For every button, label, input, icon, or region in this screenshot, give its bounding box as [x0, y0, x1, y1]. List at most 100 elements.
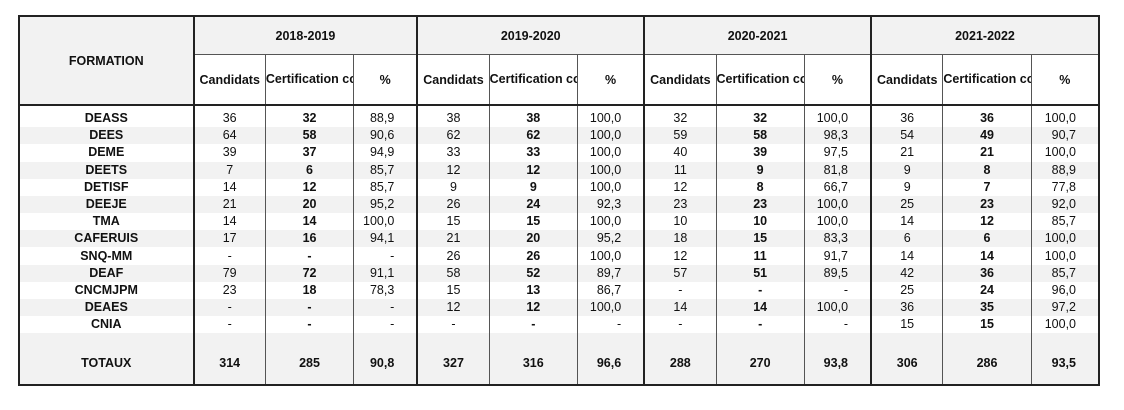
formation-name: DEME — [19, 144, 195, 162]
percent-cell: 100,0 — [577, 110, 646, 128]
table-row: DEAF 79 72 91,1 58 52 89,7 57 51 89,5 42 36 85,7 — [19, 264, 1099, 282]
candidats-cell: - — [417, 316, 490, 334]
candidats-cell: 14 — [193, 213, 266, 231]
percent-cell: 100,0 — [804, 110, 873, 128]
certification-cell: 8 — [942, 161, 1032, 179]
percent-cell: 89,5 — [804, 264, 873, 282]
percent-cell: 100,0 — [577, 178, 646, 196]
percent-cell: 90,6 — [353, 127, 419, 145]
certification-cell: 6 — [942, 230, 1032, 248]
candidats-cell: 39 — [193, 144, 266, 162]
formation-header: FORMATION — [19, 16, 195, 106]
percent-cell: 95,2 — [353, 195, 419, 214]
candidats-cell: 59 — [644, 127, 717, 145]
certification-cell: 12 — [265, 178, 355, 196]
percent-cell: 85,7 — [353, 161, 419, 179]
candidats-cell: 15 — [871, 316, 944, 334]
candidats-cell: 58 — [417, 264, 490, 282]
percent-cell: - — [804, 316, 873, 334]
certification-cell: 6 — [265, 161, 355, 179]
candidats-cell: 14 — [193, 178, 266, 196]
certification-cell: - — [265, 298, 355, 317]
percent-cell: 93,5 — [1031, 342, 1099, 385]
formation-name: SNQ-MM — [19, 247, 195, 265]
table-row: DEAES - - -12 12 100,0 14 14 100,0 36 35 97,2 — [19, 298, 1099, 317]
certification-header: Certification complète — [489, 54, 578, 106]
formation-name: DEASS — [19, 110, 195, 128]
candidats-cell: 21 — [871, 144, 944, 162]
candidats-cell: 36 — [871, 110, 944, 128]
table-row: TMA 14 14 100,0 15 15 100,0 10 10 100,0 14 12 85,7 — [19, 213, 1099, 231]
percent-cell: 97,2 — [1031, 298, 1099, 317]
candidats-cell: 9 — [871, 178, 944, 196]
candidats-cell: 57 — [644, 264, 717, 282]
percent-cell: 92,3 — [577, 195, 646, 214]
candidats-cell: 11 — [644, 161, 717, 179]
certification-cell: - — [489, 316, 578, 334]
certification-cell: 12 — [942, 213, 1032, 231]
percent-cell: - — [353, 316, 419, 334]
percent-cell: 66,7 — [804, 178, 873, 196]
formation-name: DEEJE — [19, 195, 195, 214]
candidats-cell: 62 — [417, 127, 490, 145]
percent-cell: 100,0 — [804, 213, 873, 231]
percent-cell: 98,3 — [804, 127, 873, 145]
totals-row: TOTAUX 314 285 90,8 327 316 96,6 288 270 93,8 306 2… — [19, 342, 1099, 385]
candidats-cell: - — [193, 298, 266, 317]
certification-cell: - — [265, 316, 355, 334]
certification-cell: 20 — [265, 195, 355, 214]
candidats-cell: 64 — [193, 127, 266, 145]
certification-cell: 24 — [489, 195, 578, 214]
formation-name: DEES — [19, 127, 195, 145]
year-header: 2018-2019 — [193, 16, 419, 55]
table-row: DEETS 7 6 85,7 12 12 100,0 11 9 81,8 9 8 88,9 — [19, 161, 1099, 179]
candidats-cell: 12 — [417, 298, 490, 317]
candidats-header: Candidats — [644, 54, 717, 106]
formation-name: TMA — [19, 213, 195, 231]
candidats-header: Candidats — [871, 54, 944, 106]
percent-cell: 85,7 — [1031, 264, 1099, 282]
formation-name: DEAF — [19, 264, 195, 282]
certification-cell: 51 — [716, 264, 805, 282]
certification-cell: 11 — [716, 247, 805, 265]
percent-cell: 95,2 — [577, 230, 646, 248]
certification-cell: 9 — [716, 161, 805, 179]
certification-cell: 13 — [489, 281, 578, 299]
percent-cell: 100,0 — [577, 298, 646, 317]
certification-cell: 7 — [942, 178, 1032, 196]
percent-cell: 89,7 — [577, 264, 646, 282]
certification-cell: 18 — [265, 281, 355, 299]
certification-cell: 52 — [489, 264, 578, 282]
candidats-cell: 9 — [871, 161, 944, 179]
candidats-cell: - — [193, 247, 266, 265]
certification-cell: 15 — [489, 213, 578, 231]
candidats-cell: 21 — [417, 230, 490, 248]
percent-cell: - — [353, 247, 419, 265]
certification-cell: 14 — [942, 247, 1032, 265]
candidats-cell: 18 — [644, 230, 717, 248]
percent-cell: 100,0 — [1044, 317, 1076, 332]
candidats-cell: 314 — [193, 342, 266, 385]
certification-cell: 32 — [265, 110, 355, 128]
certification-cell: 15 — [942, 316, 1032, 334]
subcolumn-header-row: Candidats Certification complète% Candidat… — [19, 54, 1099, 106]
percent-cell: 100,0 — [577, 247, 646, 265]
table-row: DEME 39 37 94,9 33 33 100,0 40 39 97,5 21 21 100,0 — [19, 144, 1099, 162]
formation-name: DEETS — [19, 161, 195, 179]
percent-cell: 85,7 — [1051, 214, 1076, 229]
results-table: FORMATION 2018-2019 2019-2020 2020-2021 202… — [18, 15, 1100, 386]
percent-cell: 91,1 — [353, 264, 419, 282]
certification-cell: - — [265, 247, 355, 265]
candidats-cell: 33 — [417, 144, 490, 162]
year-header: 2020-2021 — [644, 16, 873, 55]
percent-header: % — [1031, 54, 1099, 106]
certification-cell: 23 — [942, 195, 1032, 214]
percent-cell: 100,0 — [577, 144, 646, 162]
percent-cell: 93,8 — [804, 342, 873, 385]
year-header: 2021-2022 — [871, 16, 1099, 55]
candidats-cell: 327 — [417, 342, 490, 385]
percent-cell: 100,0 — [577, 127, 646, 145]
formation-name: DETISF — [19, 178, 195, 196]
candidats-cell: 25 — [871, 195, 944, 214]
certification-cell: 316 — [489, 342, 578, 385]
